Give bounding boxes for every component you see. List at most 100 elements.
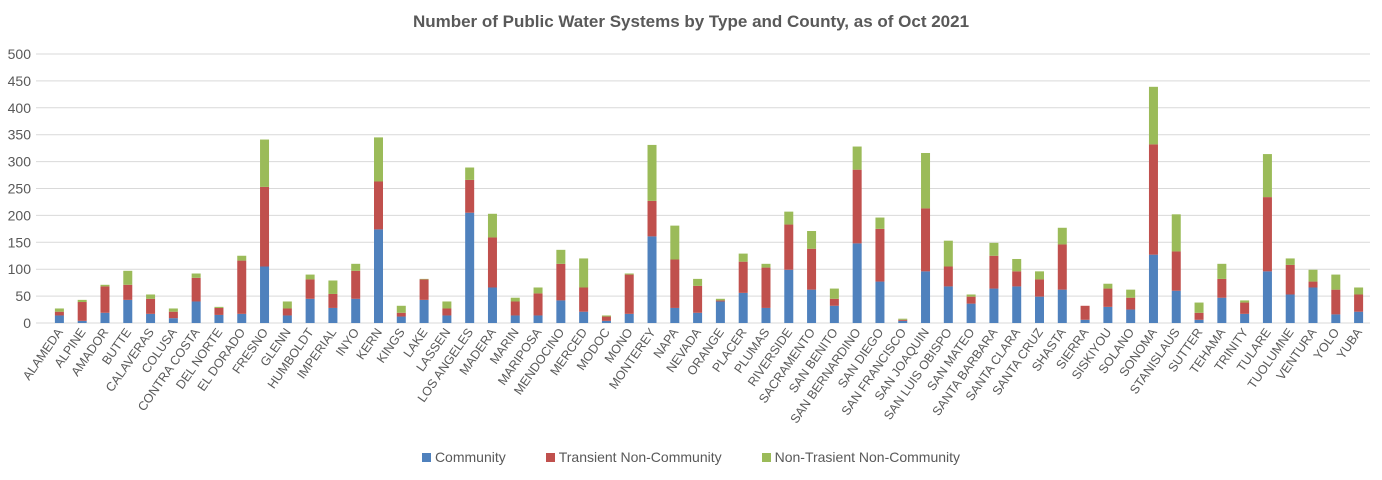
- bar-segment: [738, 253, 748, 262]
- bar-segment: [761, 307, 771, 323]
- bar-segment: [943, 286, 953, 323]
- bar-segment: [1262, 271, 1272, 323]
- bar-segment: [305, 298, 315, 323]
- bar-segment: [465, 167, 475, 180]
- bar-segment: [1217, 297, 1227, 323]
- bar-segment: [1217, 278, 1227, 298]
- legend-swatch: [421, 452, 431, 462]
- bar-segment: [852, 146, 862, 170]
- bar-segment: [715, 298, 725, 301]
- bar-segment: [1285, 258, 1295, 265]
- bar-segment: [260, 186, 270, 267]
- bars: [54, 86, 1364, 323]
- legend-swatch: [545, 452, 555, 462]
- stacked-bar-chart: 0 50 100 150 200 250 300 350 400 450 500 ALAMEDAAL…: [8, 46, 1370, 426]
- bar-segment: [100, 312, 110, 323]
- legend-swatch: [761, 452, 771, 462]
- bar-segment: [715, 301, 725, 323]
- bar-segment: [442, 301, 452, 309]
- bar-segment: [1148, 86, 1158, 145]
- legend-label: Non-Trasient Non-Community: [774, 449, 961, 465]
- bar-segment: [738, 261, 748, 293]
- y-tick-label: 0: [23, 315, 31, 331]
- x-tick-label: YUBA: [1334, 325, 1365, 361]
- bar-segment: [168, 318, 178, 323]
- bar-segment: [487, 213, 497, 238]
- bar-segment: [146, 313, 156, 323]
- bar-segment: [1148, 254, 1158, 323]
- bar-segment: [1217, 263, 1227, 279]
- bar-segment: [442, 315, 452, 323]
- bar-segment: [146, 294, 156, 299]
- bar-segment: [1240, 300, 1250, 303]
- bar-segment: [191, 301, 201, 323]
- bar-segment: [54, 308, 64, 312]
- bar-segment: [966, 294, 976, 297]
- bar-segment: [829, 288, 839, 299]
- bar-segment: [1057, 244, 1067, 290]
- bar-segment: [898, 320, 908, 323]
- bar-segment: [624, 274, 634, 314]
- bar-segment: [214, 307, 224, 315]
- bar-segment: [784, 269, 794, 323]
- bar-segment: [807, 231, 817, 249]
- bar-segment: [1240, 302, 1250, 314]
- bar-segment: [1171, 214, 1181, 252]
- bar-segment: [533, 287, 543, 294]
- bar-segment: [1331, 289, 1341, 315]
- y-tick-label: 250: [8, 181, 32, 197]
- gridlines: [36, 53, 1370, 324]
- bar-segment: [1240, 313, 1250, 323]
- bar-segment: [260, 266, 270, 323]
- bar-segment: [761, 263, 771, 268]
- bar-segment: [1103, 306, 1113, 323]
- bar-segment: [1103, 288, 1113, 307]
- bar-segment: [510, 301, 520, 316]
- bar-segment: [305, 274, 315, 280]
- bar-segment: [829, 298, 839, 306]
- bar-segment: [943, 240, 953, 267]
- bar-segment: [1103, 283, 1113, 289]
- bar-segment: [693, 312, 703, 323]
- bar-segment: [601, 320, 611, 323]
- bar-segment: [533, 315, 543, 323]
- y-tick-label: 300: [8, 154, 32, 170]
- x-axis-labels: ALAMEDAALPINEAMADORBUTTECALAVERASCOLUSAC…: [20, 325, 1365, 426]
- legend-item-community: Community: [421, 449, 506, 465]
- bar-segment: [237, 313, 247, 323]
- bar-segment: [328, 307, 338, 323]
- bar-segment: [807, 289, 817, 323]
- y-tick-label: 350: [8, 127, 32, 143]
- bar-segment: [123, 270, 133, 285]
- bar-segment: [1285, 294, 1295, 323]
- bar-segment: [1194, 302, 1204, 313]
- bar-segment: [419, 279, 429, 300]
- bar-segment: [1285, 264, 1295, 295]
- bar-segment: [1080, 319, 1090, 323]
- bar-segment: [77, 320, 87, 323]
- bar-segment: [533, 293, 543, 316]
- bar-segment: [1171, 251, 1181, 291]
- bar-segment: [784, 211, 794, 225]
- bar-segment: [875, 228, 885, 282]
- bar-segment: [77, 299, 87, 303]
- bar-segment: [396, 305, 406, 313]
- bar-segment: [670, 225, 680, 260]
- y-tick-label: 400: [8, 100, 32, 116]
- y-tick-label: 450: [8, 73, 32, 89]
- bar-segment: [351, 298, 361, 323]
- bar-segment: [396, 312, 406, 317]
- bar-segment: [921, 152, 931, 209]
- bar-segment: [1262, 197, 1272, 272]
- bar-segment: [1057, 227, 1067, 245]
- bar-segment: [282, 301, 292, 309]
- bar-segment: [556, 249, 566, 264]
- bar-segment: [282, 315, 292, 323]
- bar-segment: [510, 297, 520, 302]
- bar-segment: [237, 260, 247, 314]
- bar-segment: [1035, 279, 1044, 297]
- bar-segment: [1057, 289, 1067, 323]
- bar-segment: [624, 313, 634, 323]
- bar-segment: [396, 316, 406, 323]
- bar-segment: [715, 300, 725, 302]
